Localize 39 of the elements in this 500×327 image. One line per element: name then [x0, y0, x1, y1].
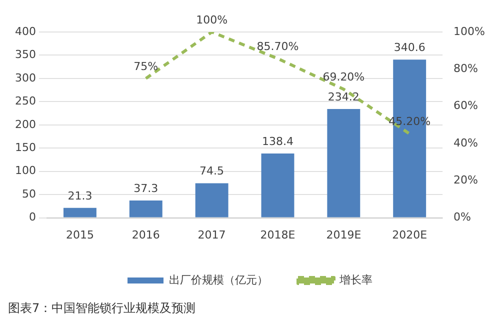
data-label: 21.3	[68, 189, 92, 202]
y-tick-label: 50	[22, 187, 36, 200]
y2-tick-label: 0%	[454, 210, 472, 224]
bar	[261, 154, 294, 218]
data-label: 340.6	[394, 40, 426, 54]
data-label: 37.3	[134, 182, 158, 195]
x-tick-label: 2018E	[260, 228, 296, 242]
data-label: 234.2	[328, 90, 360, 104]
bar	[63, 208, 96, 218]
legend-label: 出厂价规模（亿元）	[169, 273, 268, 286]
y-tick-label: 350	[14, 48, 36, 62]
data-label: 69.20%	[322, 70, 365, 84]
y2-tick-label: 60%	[454, 99, 478, 112]
y2-tick-label: 80%	[454, 62, 478, 76]
bar	[327, 109, 360, 218]
data-label: 85.70%	[256, 40, 299, 53]
data-label: 74.5	[200, 164, 224, 178]
legend-label: 增长率	[338, 273, 372, 286]
text: 图表7：中国智能锁行业规模及预测	[8, 300, 197, 317]
y-tick-label: 250	[14, 94, 36, 108]
y2-tick-label: 100%	[454, 24, 486, 38]
x-tick-label: 2017	[198, 228, 226, 242]
data-label: 138.4	[262, 134, 294, 148]
bar	[195, 183, 228, 218]
x-tick-label: 2020E	[392, 228, 428, 242]
y-tick-label: 150	[14, 140, 36, 154]
data-label: 100%	[196, 13, 228, 26]
y-tick-label: 0	[28, 210, 36, 224]
bar	[129, 200, 162, 218]
x-tick-label: 2019E	[326, 228, 362, 242]
y-tick-label: 200	[14, 118, 36, 131]
x-tick-label: 2016	[132, 228, 160, 242]
data-label: 75%	[134, 60, 158, 73]
y2-tick-label: 20%	[454, 174, 478, 186]
y2-tick-label: 40%	[454, 136, 478, 150]
y-tick-label: 100	[14, 164, 36, 178]
x-tick-label: 2015	[66, 228, 94, 242]
y-tick-label: 300	[14, 71, 36, 84]
y-tick-label: 400	[14, 24, 36, 38]
